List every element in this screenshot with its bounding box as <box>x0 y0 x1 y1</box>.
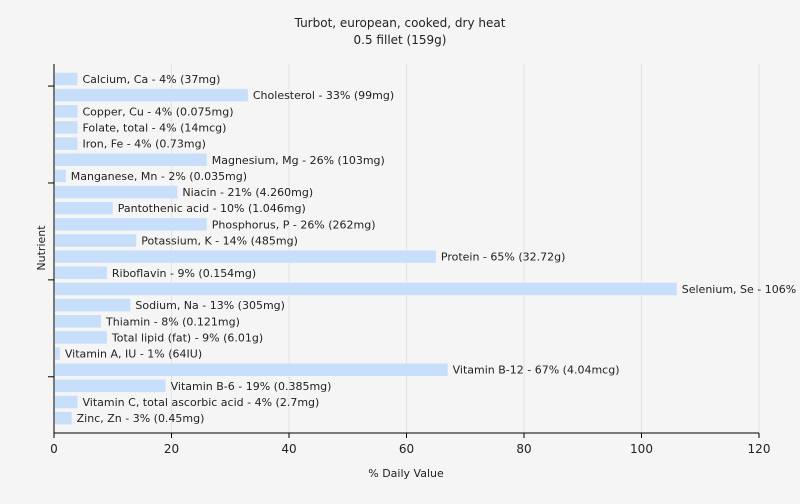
bar-label: Folate, total - 4% (14mcg) <box>83 121 227 134</box>
bar-label: Zinc, Zn - 3% (0.45mg) <box>77 412 205 425</box>
bar <box>55 88 248 102</box>
bar <box>55 298 131 312</box>
bar <box>55 218 207 231</box>
bar <box>55 153 207 166</box>
bar-label: Cholesterol - 33% (99mg) <box>253 89 394 102</box>
x-axis-label: % Daily Value <box>368 467 444 480</box>
bar-label: Niacin - 21% (4.260mg) <box>182 186 313 199</box>
bar-label: Magnesium, Mg - 26% (103mg) <box>212 154 385 167</box>
bar-label: Riboflavin - 9% (0.154mg) <box>112 267 256 280</box>
chart-subtitle: 0.5 fillet (159g) <box>354 33 447 47</box>
bar <box>55 379 166 393</box>
x-tick-label: 0 <box>50 442 58 456</box>
x-tick-label: 80 <box>516 442 531 456</box>
x-tick-label: 20 <box>164 442 179 456</box>
bar <box>55 105 78 118</box>
bar-label: Vitamin C, total ascorbic acid - 4% (2.7… <box>83 396 320 409</box>
y-axis-label: Nutrient <box>35 225 48 271</box>
bar-label: Vitamin B-12 - 67% (4.04mcg) <box>453 364 620 377</box>
axes: 0 20 40 60 80 100 120 <box>48 64 770 456</box>
bar <box>55 185 178 199</box>
bar <box>55 137 78 150</box>
bar-label: Phosphorus, P - 26% (262mg) <box>212 218 376 231</box>
bar-label: Iron, Fe - 4% (0.73mg) <box>83 138 206 151</box>
bar <box>55 411 72 425</box>
bar-label: Manganese, Mn - 2% (0.035mg) <box>71 170 247 183</box>
x-tick-label: 40 <box>281 442 296 456</box>
bars <box>55 72 677 425</box>
bar-label: Pantothenic acid - 10% (1.046mg) <box>118 202 306 215</box>
bar-label: Calcium, Ca - 4% (37mg) <box>83 73 221 86</box>
bar <box>55 72 78 86</box>
x-tick-label: 60 <box>399 442 414 456</box>
bar <box>55 347 60 360</box>
bar <box>55 250 436 263</box>
bar-label: Vitamin B-6 - 19% (0.385mg) <box>171 380 332 393</box>
bar <box>55 395 78 409</box>
bar-label: Total lipid (fat) - 9% (6.01g) <box>111 331 263 344</box>
bar-label: Potassium, K - 14% (485mg) <box>141 235 298 248</box>
x-tick-label: 100 <box>630 442 653 456</box>
bar-label: Copper, Cu - 4% (0.075mg) <box>83 105 234 118</box>
bar <box>55 234 137 247</box>
bar-label: Selenium, Se - 106% (74.4mcg) <box>682 283 800 296</box>
data-labels: Calcium, Ca - 4% (37mg) Cholesterol - 33%… <box>65 73 800 425</box>
bar-label: Protein - 65% (32.72g) <box>441 251 566 264</box>
bar <box>55 169 66 183</box>
bar <box>55 331 107 344</box>
bar <box>55 363 448 376</box>
bar <box>55 315 101 328</box>
chart-title: Turbot, european, cooked, dry heat <box>294 16 506 30</box>
bar-label: Sodium, Na - 13% (305mg) <box>135 299 285 312</box>
bar-label: Thiamin - 8% (0.121mg) <box>105 315 240 328</box>
bar-label: Vitamin A, IU - 1% (64IU) <box>65 348 202 361</box>
gridlines <box>171 64 760 433</box>
bar <box>55 201 113 215</box>
bar <box>55 266 107 280</box>
bar <box>55 121 78 134</box>
x-tick-label: 120 <box>748 442 771 456</box>
bar <box>55 282 677 296</box>
